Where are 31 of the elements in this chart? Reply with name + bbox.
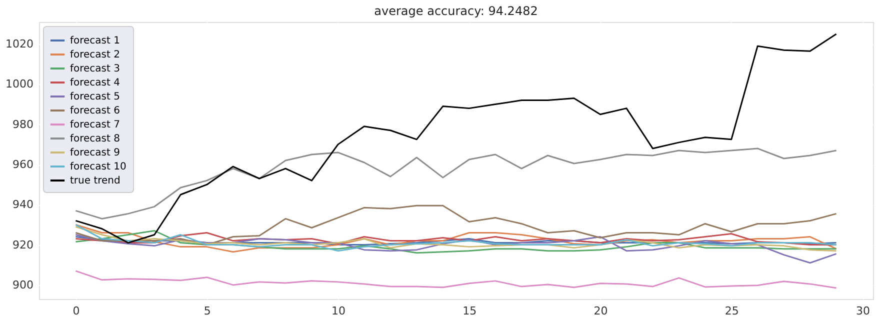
- line-series: [74, 230, 838, 254]
- chart-title: average accuracy: 94.2482: [374, 4, 538, 18]
- line-series: [74, 204, 838, 246]
- y-tick-label: 980: [12, 118, 34, 131]
- x-tick-label: 15: [462, 304, 477, 318]
- x-tick-label: 20: [594, 304, 608, 318]
- y-tick-label: 960: [12, 158, 34, 172]
- line-series: [74, 232, 838, 246]
- legend-label: forecast 9: [70, 148, 120, 158]
- line-series: [74, 270, 838, 289]
- legend-label: forecast 4: [70, 78, 120, 88]
- x-tick-label: 0: [72, 304, 80, 318]
- x-tick-label: 30: [856, 304, 870, 318]
- legend-label: forecast 3: [70, 64, 120, 74]
- legend-label: forecast 6: [70, 106, 120, 116]
- x-tick-label: 10: [331, 304, 346, 318]
- y-tick-label: 940: [12, 198, 34, 212]
- y-tick-label: 920: [12, 238, 34, 252]
- x-tick-label: 5: [204, 304, 211, 318]
- legend-label: forecast 1: [70, 36, 120, 46]
- legend-label: forecast 7: [70, 120, 120, 130]
- y-tick-label: 1000: [6, 78, 34, 91]
- y-tick-label: 1020: [6, 38, 34, 51]
- legend-label: forecast 8: [70, 134, 120, 144]
- x-tick-label: 25: [724, 304, 739, 318]
- y-tick-label: 900: [12, 278, 34, 292]
- line-series: [74, 234, 838, 264]
- legend-label: true trend: [70, 176, 120, 186]
- legend-label: forecast 10: [70, 162, 126, 172]
- legend-label: forecast 2: [70, 50, 120, 60]
- legend-label: forecast 5: [70, 92, 120, 102]
